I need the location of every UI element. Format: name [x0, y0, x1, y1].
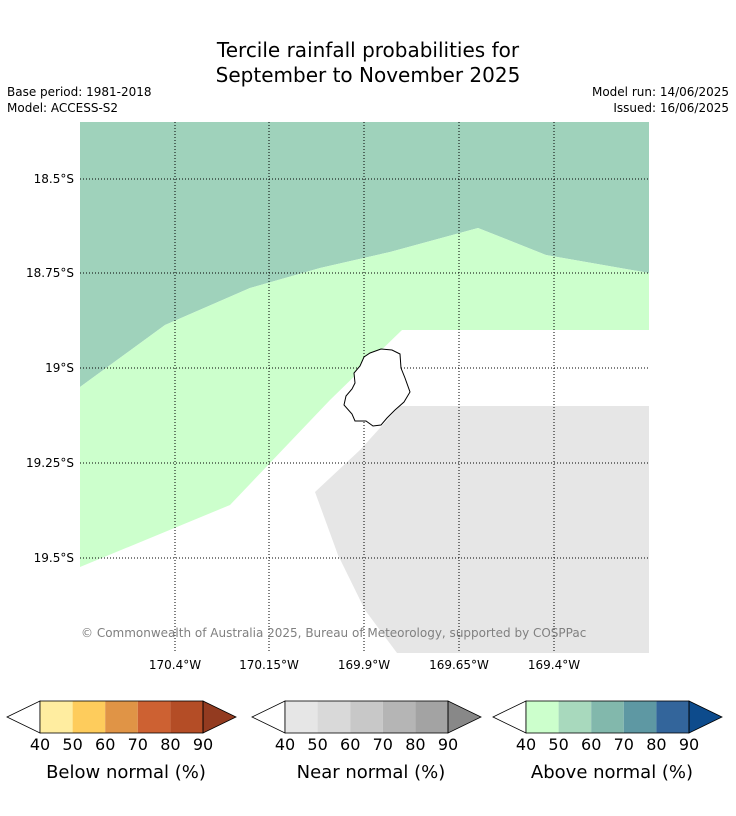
issued-date: Issued: 16/06/2025 — [613, 101, 729, 115]
colorbar-above-normal: 40 50 60 70 80 90 — [492, 700, 723, 754]
colorbar-tick-label: 60 — [340, 735, 360, 754]
above-normal-40-region — [80, 228, 649, 567]
map-regions — [80, 122, 649, 653]
near-normal-40-region — [315, 406, 649, 653]
colorbar-max-extension — [202, 700, 237, 734]
lon-label: 170.15°W — [239, 658, 299, 672]
colorbar-min-extension — [6, 700, 41, 734]
colorbar-tick-label: 80 — [405, 735, 425, 754]
colorbar-near-normal: 40 50 60 70 80 90 — [251, 700, 482, 754]
colorbar-max-extension — [688, 700, 723, 734]
colorbar-tick-label: 70 — [373, 735, 393, 754]
model-run-date: Model run: 14/06/2025 — [591, 85, 729, 99]
legend-caption-near: Near normal (%) — [296, 762, 446, 783]
colorbar-tick-label: 60 — [581, 735, 601, 754]
colorbar-outline — [39, 700, 204, 734]
colorbar-outline — [525, 700, 690, 734]
lon-label: 170.4°W — [149, 658, 201, 672]
lon-label: 169.65°W — [429, 658, 489, 672]
colorbar-tick-label: 70 — [128, 735, 148, 754]
colorbar-tick-label: 80 — [646, 735, 666, 754]
colorbar-tick-label: 40 — [275, 735, 295, 754]
legend-below-normal: 40 50 60 70 80 90 Below normal (%) — [6, 700, 246, 783]
colorbar-segment — [350, 701, 383, 733]
run-info-left: Base period: 1981-2018 Model: ACCESS-S2 — [7, 84, 152, 116]
colorbar-segment — [72, 701, 106, 733]
colorbar-tick-label: 90 — [438, 735, 458, 754]
colorbar-segment — [285, 701, 318, 733]
colorbar-tick-label: 40 — [30, 735, 50, 754]
colorbar-segment — [656, 701, 689, 733]
title-line-1: Tercile rainfall probabilities for — [216, 38, 520, 62]
colorbar-tick-label: 80 — [160, 735, 180, 754]
lat-label: 19.25°S — [26, 456, 74, 470]
colorbar-min-extension — [251, 700, 286, 734]
colorbar-segment — [170, 701, 203, 733]
colorbar-tick-label: 90 — [193, 735, 213, 754]
colorbar-segment — [317, 701, 351, 733]
colorbar-segment — [415, 701, 448, 733]
colorbar-tick-label: 90 — [679, 735, 699, 754]
lat-label: 18.5°S — [34, 172, 74, 186]
lon-label: 169.9°W — [338, 658, 390, 672]
colorbar-tick-label: 50 — [62, 735, 82, 754]
legend-caption-below: Below normal (%) — [46, 762, 206, 783]
colorbar-tick-label: 40 — [516, 735, 536, 754]
legend-above-normal: 40 50 60 70 80 90 Above normal (%) — [492, 700, 732, 783]
colorbar-tick-label: 60 — [95, 735, 115, 754]
graticule — [80, 122, 649, 653]
lon-label: 169.4°W — [528, 658, 580, 672]
colorbar-segment — [623, 701, 657, 733]
colorbar-segment — [558, 701, 592, 733]
colorbar-segment — [137, 701, 171, 733]
colorbar-below-normal: 40 50 60 70 80 90 — [6, 700, 237, 754]
lat-label: 18.75°S — [26, 266, 74, 280]
model-name: Model: ACCESS-S2 — [7, 101, 119, 115]
chart-title: Tercile rainfall probabilities for Septe… — [0, 38, 736, 88]
lon-axis-labels: 170.4°W 170.15°W 169.9°W 169.65°W 169.4°… — [149, 658, 580, 672]
lat-label: 19.5°S — [34, 551, 74, 565]
legend-caption-above: Above normal (%) — [530, 762, 694, 783]
colorbar-segment — [526, 701, 559, 733]
legend-near-normal: 40 50 60 70 80 90 Near normal (%) — [251, 700, 491, 783]
colorbar-tick-label: 50 — [307, 735, 327, 754]
copyright-notice: © Commonwealth of Australia 2025, Bureau… — [81, 626, 587, 640]
lat-label: 19°S — [45, 361, 74, 375]
colorbar-tick-label: 70 — [614, 735, 634, 754]
colorbar-segment — [591, 701, 624, 733]
niue-island-outline — [343, 348, 411, 427]
probability-map: 18.5°S 18.75°S 19°S 19.25°S 19.5°S 170.4… — [26, 122, 649, 672]
colorbar-tick-label: 50 — [548, 735, 568, 754]
base-period: Base period: 1981-2018 — [7, 85, 152, 99]
colorbar-outline — [284, 700, 449, 734]
run-info-right: Model run: 14/06/2025 Issued: 16/06/2025 — [592, 84, 729, 116]
colorbar-segment — [40, 701, 73, 733]
colorbar-max-extension — [447, 700, 482, 734]
colorbar-min-extension — [492, 700, 527, 734]
lat-axis-labels: 18.5°S 18.75°S 19°S 19.25°S 19.5°S — [26, 172, 74, 565]
title-line-2: September to November 2025 — [215, 63, 521, 87]
colorbar-segment — [105, 701, 138, 733]
colorbar-segment — [382, 701, 416, 733]
